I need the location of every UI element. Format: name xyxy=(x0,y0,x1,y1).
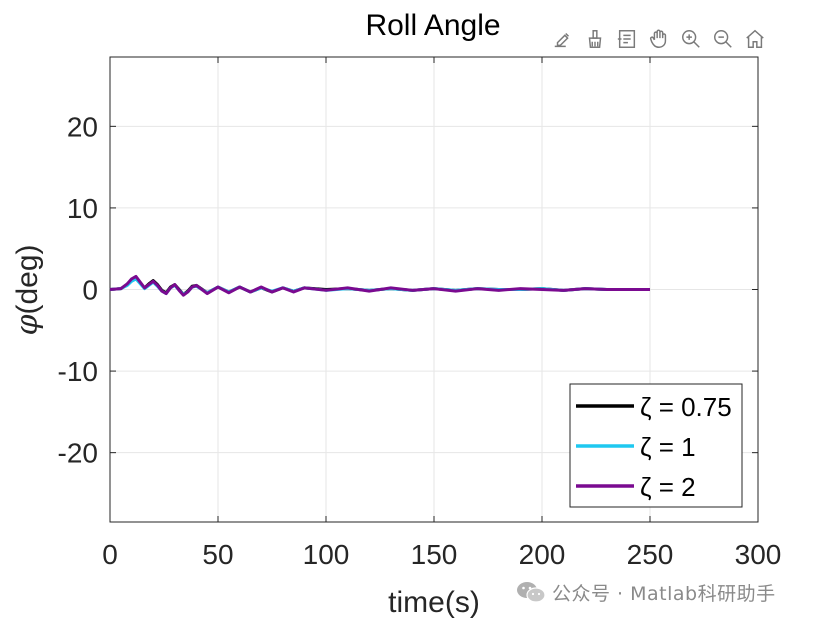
y-axis-symbol: φ xyxy=(10,315,45,336)
x-tick-label: 50 xyxy=(202,539,233,570)
y-tick-label: -10 xyxy=(58,356,98,387)
y-tick-label: 10 xyxy=(67,193,98,224)
x-tick-label: 300 xyxy=(735,539,782,570)
watermark-text: 公众号 · Matlab科研助手 xyxy=(552,582,776,605)
series-line-3 xyxy=(109,274,650,297)
legend[interactable]: ζ = 0.75 ζ = 1 ζ = 2 xyxy=(569,383,743,508)
y-tick-label: -20 xyxy=(58,438,98,469)
wechat-icon xyxy=(517,582,546,603)
series-lines xyxy=(109,274,650,297)
watermark: 公众号 · Matlab科研助手 xyxy=(516,578,776,606)
x-tick-label: 150 xyxy=(411,539,458,570)
home-icon[interactable] xyxy=(740,22,770,56)
x-tick-label: 200 xyxy=(519,539,566,570)
brush-data-icon[interactable] xyxy=(548,22,578,56)
zoom-in-icon[interactable] xyxy=(676,22,706,56)
series-line-1 xyxy=(109,275,650,296)
y-axis-unit: (deg) xyxy=(11,244,44,314)
x-tick-label: 100 xyxy=(303,539,350,570)
legend-label-2: ζ = 1 xyxy=(640,432,696,462)
x-tick-label: 0 xyxy=(102,539,118,570)
chart-title: Roll Angle xyxy=(365,9,500,42)
axes-toolbar xyxy=(548,22,770,56)
ticks: 0 50 100 150 200 250 300 -20 -10 0 10 20 xyxy=(58,57,782,570)
legend-label-3: ζ = 2 xyxy=(640,472,696,502)
clean-icon[interactable] xyxy=(580,22,610,56)
x-tick-label: 250 xyxy=(627,539,674,570)
y-axis-label: φ(deg) xyxy=(10,244,45,335)
x-axis-label: time(s) xyxy=(388,586,480,619)
zoom-out-icon[interactable] xyxy=(708,22,738,56)
legend-label-1: ζ = 0.75 xyxy=(640,392,732,422)
pan-icon[interactable] xyxy=(644,22,674,56)
data-tips-icon[interactable] xyxy=(612,22,642,56)
y-tick-label: 0 xyxy=(82,275,98,306)
y-tick-label: 20 xyxy=(67,111,98,142)
